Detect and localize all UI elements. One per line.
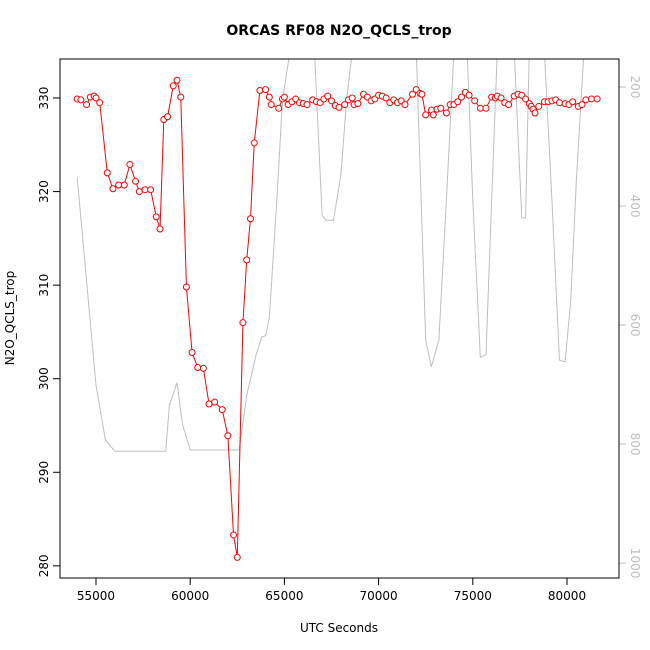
data-point bbox=[147, 186, 155, 194]
y-tick-label: 290 bbox=[37, 461, 51, 484]
data-point bbox=[115, 181, 123, 189]
data-point bbox=[169, 82, 177, 90]
data-point bbox=[582, 96, 590, 104]
data-point bbox=[173, 76, 181, 84]
y-tick-label: 280 bbox=[37, 554, 51, 577]
data-point bbox=[497, 94, 505, 102]
data-point bbox=[256, 87, 264, 95]
data-point bbox=[593, 95, 601, 103]
chart-title: ORCAS RF08 N2O_QCLS_trop bbox=[226, 23, 451, 39]
data-point bbox=[505, 101, 513, 109]
data-point bbox=[587, 95, 595, 103]
y-tick-label: 320 bbox=[37, 180, 51, 203]
data-point bbox=[457, 93, 465, 101]
data-point bbox=[578, 101, 586, 109]
data-point bbox=[280, 93, 288, 101]
data-point bbox=[182, 283, 190, 291]
x-tick-label: 60000 bbox=[171, 589, 209, 603]
data-point bbox=[224, 432, 232, 440]
data-point bbox=[132, 177, 140, 185]
data-point bbox=[409, 90, 417, 98]
data-point bbox=[126, 160, 134, 168]
data-point bbox=[422, 111, 430, 119]
y2-tick-label: 800 bbox=[628, 433, 642, 456]
data-point bbox=[522, 95, 530, 103]
data-point bbox=[454, 98, 462, 106]
data-point bbox=[188, 349, 196, 357]
y-tick-label: 330 bbox=[37, 87, 51, 110]
x-tick-label: 70000 bbox=[360, 589, 398, 603]
plot-frame bbox=[59, 58, 620, 579]
data-point bbox=[135, 188, 143, 196]
y-tick-label: 310 bbox=[37, 274, 51, 297]
data-point bbox=[194, 363, 202, 371]
data-point bbox=[324, 92, 332, 100]
data-point bbox=[77, 96, 85, 104]
data-point bbox=[230, 531, 238, 539]
data-point bbox=[465, 91, 473, 99]
data-point bbox=[243, 256, 251, 264]
data-point bbox=[246, 215, 254, 223]
clipped-area bbox=[73, 59, 601, 561]
data-point bbox=[103, 169, 111, 177]
series-line bbox=[76, 59, 585, 452]
data-point bbox=[177, 93, 185, 101]
data-point bbox=[96, 99, 104, 107]
data-point bbox=[535, 102, 543, 110]
x-tick-label: 65000 bbox=[265, 589, 303, 603]
data-point bbox=[92, 94, 100, 102]
x-axis-label: UTC Seconds bbox=[300, 621, 378, 635]
data-point bbox=[233, 553, 241, 561]
data-point bbox=[275, 104, 283, 112]
y2-tick-label: 200 bbox=[628, 76, 642, 99]
plot-content: 55000 60000 65000 70000 75000 80000 280 290 300 3… bbox=[37, 59, 642, 603]
data-point bbox=[335, 103, 343, 111]
data-point bbox=[205, 400, 213, 408]
data-point bbox=[429, 111, 437, 119]
y-tick-label: 300 bbox=[37, 367, 51, 390]
data-point bbox=[250, 139, 258, 147]
data-point bbox=[262, 86, 270, 94]
data-point bbox=[341, 101, 349, 109]
data-point bbox=[265, 93, 273, 101]
data-point bbox=[471, 97, 479, 105]
x-tick-label: 80000 bbox=[548, 589, 586, 603]
data-point bbox=[152, 213, 160, 221]
data-point bbox=[218, 406, 226, 414]
data-point bbox=[303, 101, 311, 109]
data-point bbox=[164, 113, 172, 121]
data-point bbox=[437, 104, 445, 112]
data-point bbox=[569, 98, 577, 106]
data-point bbox=[156, 225, 164, 233]
data-point bbox=[211, 398, 219, 406]
data-point bbox=[354, 100, 362, 108]
data-point bbox=[267, 101, 275, 109]
data-point bbox=[442, 109, 450, 117]
data-point bbox=[418, 90, 426, 98]
data-point bbox=[476, 104, 484, 112]
data-point bbox=[120, 181, 128, 189]
data-point bbox=[482, 104, 490, 112]
x-tick-label: 75000 bbox=[454, 589, 492, 603]
y2-tick-label: 600 bbox=[628, 314, 642, 337]
y2-tick-label: 400 bbox=[628, 195, 642, 218]
data-point bbox=[531, 109, 539, 117]
data-point bbox=[348, 94, 356, 102]
data-point bbox=[199, 364, 207, 372]
y2-tick-label: 1000 bbox=[628, 548, 642, 579]
data-point bbox=[555, 99, 563, 107]
data-point bbox=[109, 185, 117, 193]
data-point bbox=[382, 94, 390, 102]
data-point bbox=[83, 101, 91, 109]
data-point bbox=[327, 97, 335, 105]
data-point bbox=[239, 319, 247, 327]
y-axis-label: N2O_QCLS_trop bbox=[3, 271, 17, 366]
x-tick-label: 55000 bbox=[77, 589, 115, 603]
data-point bbox=[141, 186, 149, 194]
data-point bbox=[401, 101, 409, 109]
